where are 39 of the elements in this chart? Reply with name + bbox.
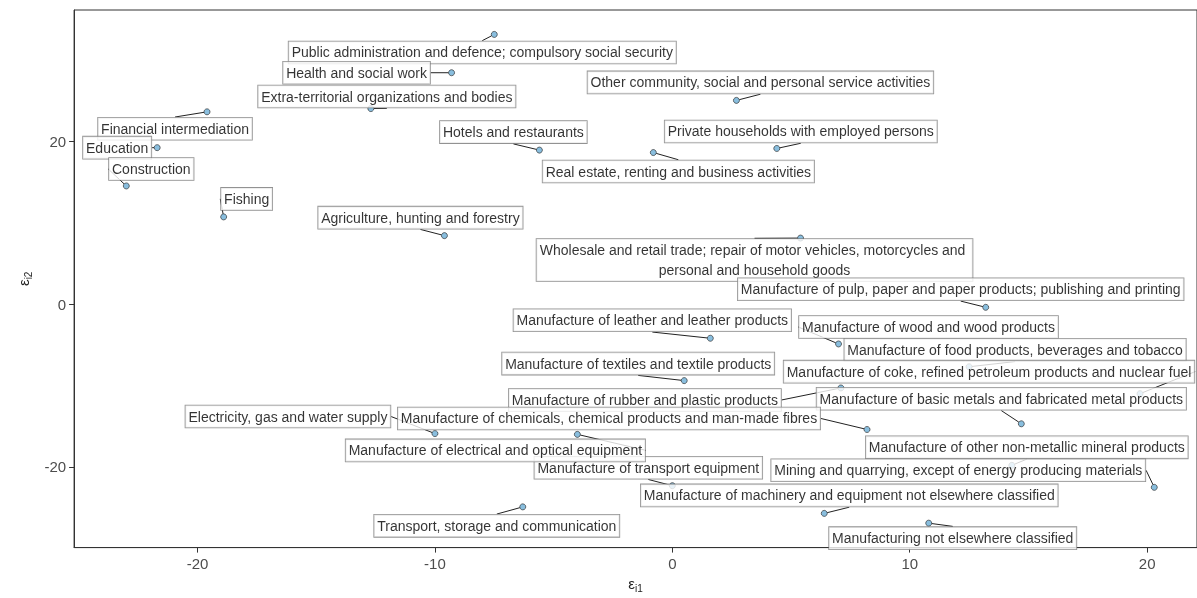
annotation: Manufacturing not elsewhere classified (832, 530, 1074, 547)
annotation: Financial intermediation (101, 120, 249, 137)
annotation: Other community, social and personal service activities (590, 74, 931, 91)
annotation: Electricity, gas and water supply (188, 408, 388, 425)
annotation: Manufacture of electrical and optical equipment (348, 442, 643, 459)
y-axis-title: εi2 (15, 271, 34, 287)
annotation: Manufacture of pulp, paper and paper products; publishing and printing (740, 281, 1181, 298)
annotation: Manufacture of other non-metallic mineral products (868, 439, 1185, 456)
y-tick-label: 0 (57, 295, 67, 313)
annotation: Transport, storage and communication (377, 517, 617, 534)
annotation: Manufacture of chemicals, chemical products and man-made fibres (400, 410, 818, 427)
x-tick-label: 0 (668, 554, 677, 572)
annotation: Manufacture of basic metals and fabricated metal products (819, 390, 1184, 407)
annotation: Manufacture of wood and wood products (802, 318, 1055, 335)
annotation: Manufacture of leather and leather products (516, 312, 789, 329)
annotation: Manufacture of rubber and plastic products (511, 391, 778, 408)
annotation: Agriculture, hunting and forestry (321, 209, 520, 226)
annotation: Wholesale and retail trade; repair of motor vehicles, motorcycles and personal and household goods (539, 242, 970, 279)
annotation: Manufacture of coke, refined petroleum products and nuclear fuel (786, 363, 1192, 380)
annotation: Hotels and restaurants (442, 124, 584, 141)
x-tick-label: -20 (186, 554, 209, 572)
x-tick-label: 10 (901, 554, 919, 572)
annotation: Fishing (224, 190, 270, 207)
annotation: Education (86, 139, 149, 156)
annotation: Private households with employed persons (667, 123, 934, 140)
annotation: Extra-territorial organizations and bodies (261, 88, 513, 105)
annotation: Mining and quarrying, except of energy producing materials (774, 462, 1143, 479)
annotation: Construction (112, 160, 191, 177)
x-tick-label: -10 (424, 554, 446, 572)
y-tick-label: -20 (44, 458, 67, 476)
annotation: Manufacture of transport equipment (537, 459, 760, 476)
annotation: Manufacture of textiles and textile products (505, 355, 772, 372)
annotation: Health and social work (286, 64, 428, 81)
annotation: Real estate, renting and business activities (545, 163, 812, 180)
x-tick-label: 20 (1138, 554, 1156, 572)
annotation: Manufacture of food products, beverages and tobacco (847, 341, 1184, 358)
annotation: Manufacture of machinery and equipment not elsewhere classified (643, 487, 1055, 504)
y-tick-label: 20 (49, 132, 67, 150)
annotation: Public administration and defence; compulsory social security (291, 44, 673, 61)
